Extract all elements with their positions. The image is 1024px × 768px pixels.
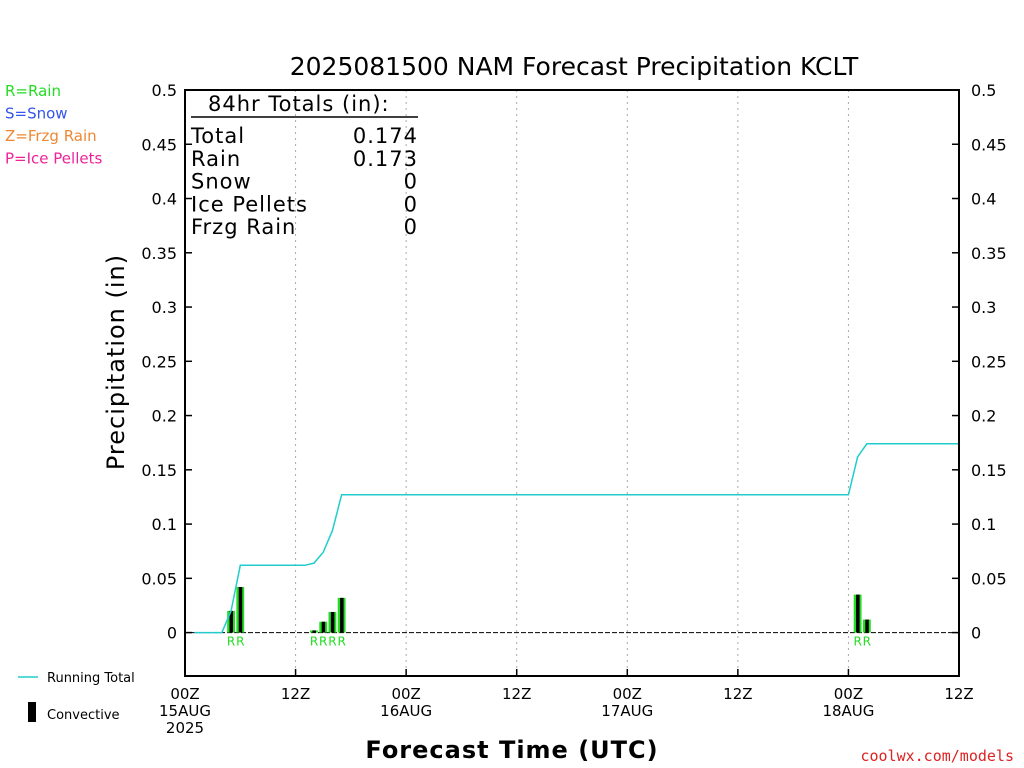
y-tick-label-left: 0.2 xyxy=(152,407,177,426)
ptype-legend-item: S=Snow xyxy=(5,105,68,123)
ptype-label: R xyxy=(337,635,345,649)
y-tick-label-left: 0.5 xyxy=(152,81,177,100)
y-tick-label-right: 0 xyxy=(971,624,981,643)
x-axis-label: Forecast Time (UTC) xyxy=(365,736,658,764)
y-tick-label-left: 0.35 xyxy=(141,244,177,263)
ptype-label: R xyxy=(319,635,327,649)
totals-row-value: 0.174 xyxy=(353,124,418,148)
x-tick-label: 12Z xyxy=(502,685,531,703)
totals-row-value: 0 xyxy=(404,170,418,194)
precip-bars xyxy=(227,587,871,633)
x-tick-label: 12Z xyxy=(723,685,752,703)
ptype-label: R xyxy=(310,635,318,649)
y-tick-label-left: 0.4 xyxy=(152,190,177,209)
y-tick-label-left: 0 xyxy=(167,624,177,643)
x-tick-label: 15AUG xyxy=(159,702,211,720)
totals-box: 84hr Totals (in): Total 0.174 Rain 0.173 Sno… xyxy=(190,92,418,239)
convective-bar xyxy=(330,611,335,633)
totals-row-label: Total xyxy=(190,124,245,148)
ptype-label: R xyxy=(227,635,235,649)
convective-bar xyxy=(321,621,326,633)
totals-row-label: Frzg Rain xyxy=(191,215,296,239)
convective-bar xyxy=(865,619,869,633)
convective-bar xyxy=(340,597,344,633)
convective-bar xyxy=(238,587,243,633)
series-legend: Running Total Convective xyxy=(18,671,135,723)
totals-row-value: 0 xyxy=(404,215,418,239)
y-tick-label-left: 0.45 xyxy=(141,135,177,154)
running-total-legend-label: Running Total xyxy=(47,671,135,686)
x-tick-label: 00Z xyxy=(170,685,199,703)
y-tick-label-right: 0.25 xyxy=(971,352,1007,371)
convective-legend-label: Convective xyxy=(47,708,120,723)
ptype-legend-item: Z=Frzg Rain xyxy=(5,127,97,145)
convective-bar xyxy=(229,610,234,633)
ptype-label: R xyxy=(328,635,336,649)
ptype-label: R xyxy=(236,635,244,649)
x-tick-label: 12Z xyxy=(944,685,973,703)
x-tick-label: 16AUG xyxy=(380,702,432,720)
y-tick-label-right: 0.3 xyxy=(971,298,996,317)
y-tick-label-left: 0.1 xyxy=(152,515,177,534)
y-tick-label-right: 0.15 xyxy=(971,461,1007,480)
y-axis-ticks: 0 00.05 0.050.1 0.10.15 0.150.2 0.20.25 0.250.… xyxy=(141,81,1006,643)
y-tick-label-right: 0.4 xyxy=(971,190,996,209)
x-tick-label: 18AUG xyxy=(822,702,874,720)
totals-row-label: Snow xyxy=(191,170,252,194)
y-tick-label-left: 0.15 xyxy=(141,461,177,480)
x-tick-label: 17AUG xyxy=(601,702,653,720)
y-tick-label-left: 0.05 xyxy=(141,569,177,588)
totals-header: 84hr Totals (in): xyxy=(208,92,390,116)
ptype-label: R xyxy=(853,635,861,649)
convective-bar xyxy=(856,594,860,633)
y-axis-label: Precipitation (in) xyxy=(102,254,130,470)
running-total-line xyxy=(194,443,959,634)
y-tick-label-right: 0.05 xyxy=(971,569,1007,588)
x-tick-label: 00Z xyxy=(613,685,642,703)
ptype-label: R xyxy=(863,635,871,649)
y-tick-label-right: 0.35 xyxy=(971,244,1007,263)
x-tick-label: 00Z xyxy=(391,685,420,703)
y-tick-label-right: 0.2 xyxy=(971,407,996,426)
grid-lines xyxy=(295,90,849,676)
running-total-series xyxy=(194,443,959,634)
x-tick-label: 2025 xyxy=(166,719,204,737)
totals-row-value: 0 xyxy=(404,192,418,216)
chart-title: 2025081500 NAM Forecast Precipitation KC… xyxy=(290,52,859,81)
totals-row-value: 0.173 xyxy=(353,147,418,171)
credit-link[interactable]: coolwx.com/models xyxy=(860,747,1014,765)
convective-bar xyxy=(312,630,316,633)
ptype-legend: R=Rain S=Snow Z=Frzg Rain P=Ice Pellets xyxy=(5,82,102,168)
totals-row-label: Ice Pellets xyxy=(191,192,308,216)
y-tick-label-left: 0.25 xyxy=(141,352,177,371)
y-tick-label-right: 0.45 xyxy=(971,135,1007,154)
y-tick-label-left: 0.3 xyxy=(152,298,177,317)
y-tick-label-right: 0.1 xyxy=(971,515,996,534)
x-tick-label: 00Z xyxy=(834,685,863,703)
ptype-legend-item: R=Rain xyxy=(5,82,61,100)
plot-frame xyxy=(184,89,960,677)
convective-swatch xyxy=(28,702,36,722)
totals-rows: Total 0.174 Rain 0.173 Snow 0 Ice Pellets 0 Frzg… xyxy=(190,124,418,239)
ptype-legend-item: P=Ice Pellets xyxy=(5,150,102,168)
y-tick-label-right: 0.5 xyxy=(971,81,996,100)
totals-row-label: Rain xyxy=(191,147,241,171)
x-tick-label: 12Z xyxy=(281,685,310,703)
